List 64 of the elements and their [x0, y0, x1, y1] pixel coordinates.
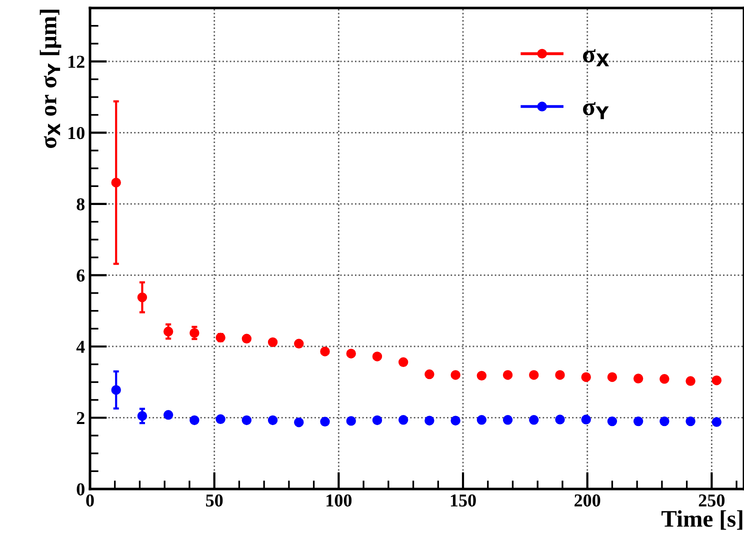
x-tick-label: 0 — [86, 494, 94, 507]
x-tick-label: 250 — [698, 494, 725, 507]
point — [398, 357, 408, 368]
point — [529, 415, 539, 425]
point — [660, 374, 670, 384]
point — [163, 410, 174, 420]
point — [137, 411, 148, 421]
y-tick-label: 12 — [68, 56, 84, 68]
point — [555, 370, 565, 380]
legend-label: σ$_{Y}$ — [583, 102, 609, 120]
point — [686, 376, 696, 386]
point — [190, 415, 200, 426]
point — [607, 416, 618, 426]
point — [450, 370, 460, 380]
legend-label: σ$_{X}$ — [583, 49, 610, 66]
point — [242, 334, 252, 344]
point — [633, 416, 644, 426]
point — [216, 414, 226, 424]
point — [502, 370, 513, 380]
x-tick-label: 150 — [450, 494, 476, 507]
point — [398, 415, 408, 425]
x-tick-label: 200 — [574, 494, 600, 507]
point — [581, 414, 591, 424]
point — [163, 326, 174, 336]
point — [712, 375, 722, 386]
x-axis-title: Time [s] — [662, 510, 742, 530]
point — [424, 416, 434, 426]
point — [242, 415, 252, 426]
y-axis-title: σ$_{X}$ or σ$_{Y}$ [μm] — [40, 10, 62, 148]
point — [424, 369, 434, 380]
point — [581, 372, 591, 382]
y-tick-label: 6 — [76, 270, 85, 282]
point — [294, 338, 304, 348]
point — [268, 337, 278, 348]
point — [686, 416, 696, 426]
point — [476, 415, 487, 425]
point — [712, 417, 722, 427]
point — [190, 328, 200, 338]
point — [320, 346, 330, 356]
y-tick-label: 10 — [68, 126, 84, 140]
y-tick-label: 0 — [76, 483, 84, 496]
point — [660, 416, 670, 426]
point — [268, 415, 278, 426]
point — [320, 416, 330, 427]
point — [633, 374, 644, 384]
point — [346, 416, 356, 426]
point — [372, 352, 382, 362]
y-tick-label: 8 — [76, 198, 85, 210]
point — [502, 415, 513, 425]
point — [111, 385, 121, 395]
y-tick-label: 2 — [76, 412, 84, 424]
point — [529, 370, 539, 380]
point — [294, 418, 304, 428]
point — [137, 292, 148, 302]
y-tick-label: 4 — [76, 340, 85, 353]
point — [607, 372, 618, 382]
point — [476, 370, 487, 381]
point — [555, 414, 565, 424]
point — [450, 416, 460, 426]
x-tick-label: 50 — [206, 494, 223, 507]
point — [111, 178, 121, 188]
point — [372, 415, 382, 426]
x-tick-label: 100 — [326, 494, 352, 507]
point — [346, 348, 356, 358]
